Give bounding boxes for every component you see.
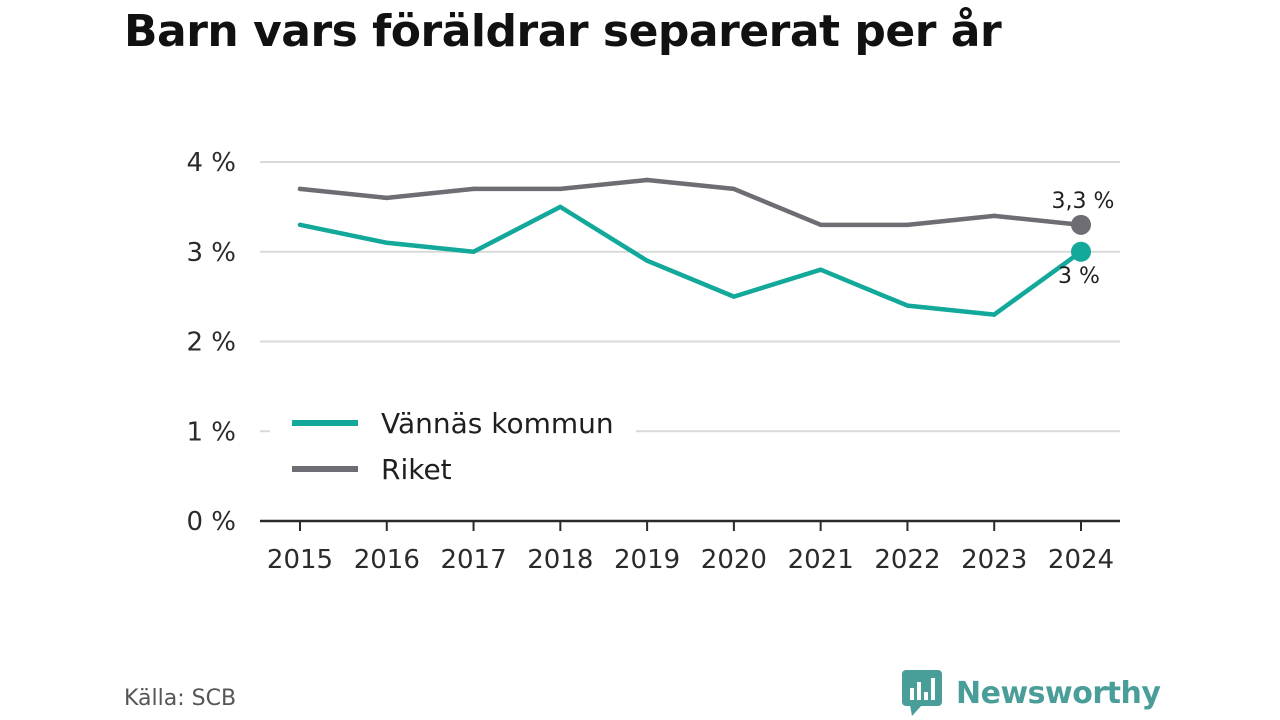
- x-tick-label: 2019: [614, 545, 680, 575]
- x-tick-label: 2024: [1048, 545, 1114, 575]
- data-point: [731, 294, 737, 299]
- series-line: [297, 204, 1084, 317]
- data-point: [297, 222, 303, 228]
- data-point: [644, 258, 650, 263]
- data-point: [558, 186, 563, 192]
- x-tick-label: 2017: [440, 545, 506, 575]
- data-point: [905, 303, 910, 308]
- data-point: [558, 204, 563, 210]
- end-labels: 3 % 3,3 %: [1052, 189, 1115, 289]
- end-value-label: 3 %: [1058, 264, 1100, 289]
- x-tick-label: 2022: [874, 545, 940, 575]
- newsworthy-logo-icon: [902, 670, 942, 716]
- data-point: [992, 312, 997, 317]
- x-tick-label: 2023: [961, 545, 1027, 575]
- end-value-label: 3,3 %: [1052, 189, 1115, 214]
- data-point: [384, 240, 389, 245]
- source-note: Källa: SCB: [124, 686, 237, 711]
- x-tick-label: 2018: [527, 545, 593, 575]
- x-tick-label: 2015: [267, 545, 333, 575]
- series-line: [297, 177, 1084, 228]
- data-point: [992, 213, 997, 219]
- data-point: [471, 249, 476, 254]
- y-tick-label: 1 %: [186, 417, 236, 447]
- y-axis-ticks: 0 % 1 % 2 % 3 % 4 %: [186, 148, 236, 537]
- brand-logo: Newsworthy: [902, 670, 1161, 716]
- data-point: [731, 186, 737, 192]
- legend-background: [270, 396, 636, 496]
- x-tick-label: 2021: [788, 545, 854, 575]
- data-point: [818, 267, 823, 272]
- x-tick-label: 2016: [354, 545, 420, 575]
- legend: Vännäs kommun Riket: [270, 396, 636, 496]
- brand-name: Newsworthy: [956, 675, 1161, 711]
- y-tick-label: 4 %: [186, 148, 236, 178]
- y-tick-label: 3 %: [186, 238, 236, 268]
- end-point: [1071, 241, 1091, 262]
- legend-label: Riket: [381, 453, 452, 486]
- data-point: [471, 186, 476, 192]
- data-point: [644, 177, 650, 183]
- series-lines: [297, 177, 1091, 317]
- x-axis: 2015 2016 2017 2018 2019 2020 2021 2022 2023 2024: [260, 519, 1120, 575]
- end-point: [1071, 214, 1091, 235]
- y-tick-label: 0 %: [186, 507, 236, 537]
- legend-label: Vännäs kommun: [381, 407, 614, 440]
- grid-lines: [260, 161, 1120, 433]
- y-tick-label: 2 %: [186, 328, 236, 358]
- data-point: [384, 195, 389, 201]
- chart-title: Barn vars föräldrar separerat per år: [124, 6, 1002, 57]
- data-point: [905, 222, 910, 228]
- data-point: [818, 222, 823, 228]
- data-point: [297, 186, 303, 192]
- x-tick-label: 2020: [701, 545, 767, 575]
